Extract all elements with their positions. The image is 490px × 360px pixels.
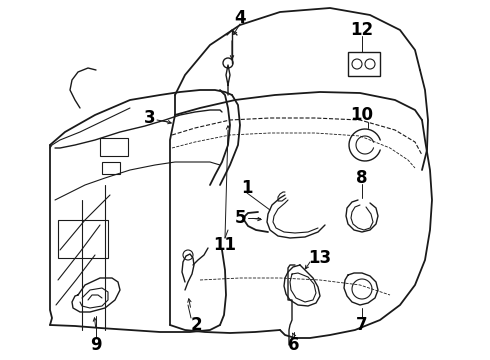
Text: 3: 3 <box>144 109 156 127</box>
Bar <box>102 162 120 174</box>
Text: 9: 9 <box>90 336 102 354</box>
Text: 1: 1 <box>241 179 253 197</box>
Text: 13: 13 <box>308 249 332 267</box>
Text: 10: 10 <box>350 106 373 124</box>
Text: 7: 7 <box>356 316 368 334</box>
Text: 12: 12 <box>350 21 373 39</box>
Bar <box>348 52 380 76</box>
Text: 11: 11 <box>214 236 237 254</box>
Bar <box>58 220 108 258</box>
Text: 5: 5 <box>234 209 246 227</box>
Text: 4: 4 <box>234 9 246 27</box>
Text: 8: 8 <box>356 169 368 187</box>
Text: 2: 2 <box>190 316 202 334</box>
Text: 6: 6 <box>288 336 300 354</box>
